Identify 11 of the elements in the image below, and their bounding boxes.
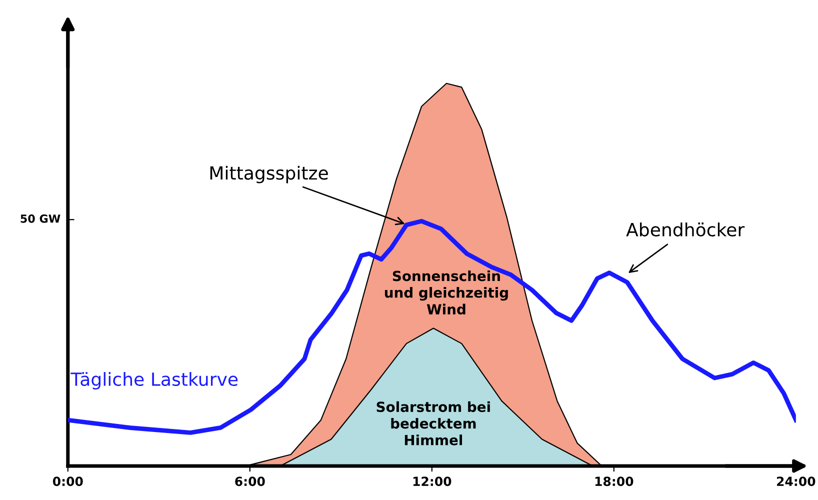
text: 50 GW (20, 214, 60, 223)
series-label: Sonnenschein und gleichzeitig Wind (384, 270, 508, 315)
x-tick-label: 24:00 (777, 476, 816, 486)
annotation: Mittagsspitze (210, 166, 328, 184)
x-tick-label: 12:00 (413, 476, 452, 486)
x-tick-label: 18:00 (595, 476, 634, 486)
series-label: Solarstrom bei bedecktem Himmel (376, 401, 490, 446)
x-tick-label: 6:00 (235, 476, 265, 486)
series-label: Tägliche Lastkurve (70, 372, 238, 390)
x-tick-label: 0:00 (52, 476, 83, 486)
annotation: Abendhöcker (626, 222, 745, 236)
